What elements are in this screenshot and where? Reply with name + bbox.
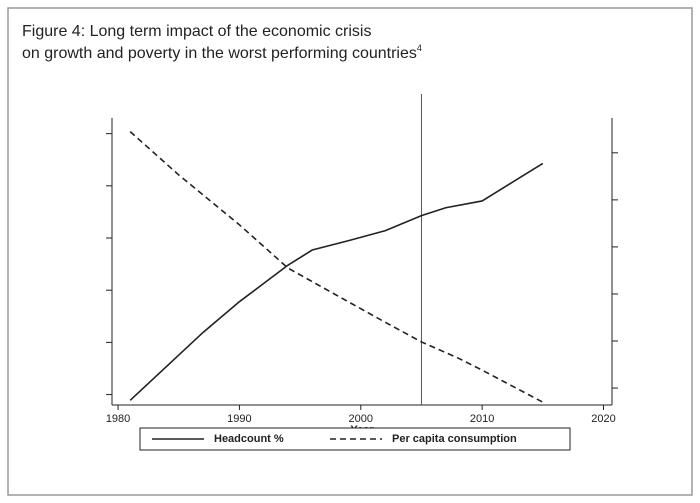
x-tick-label: 1990 [227,413,251,425]
title-line: Figure 4: Long term impact of the econom… [22,23,371,40]
series-line [129,131,544,403]
title-text: on growth and poverty in the worst perfo… [22,45,417,62]
title-line: on growth and poverty in the worst perfo… [22,43,422,62]
x-tick-label: 1980 [106,413,130,425]
series-line [129,162,544,401]
x-tick-label: 2010 [470,413,494,425]
x-tick-label: 2020 [591,413,615,425]
x-tick-label: 2000 [349,413,373,425]
legend-label: Headcount % [214,433,284,445]
footnote-mark: 4 [417,43,422,53]
legend-label: Per capita consumption [392,433,517,445]
frame [7,7,693,496]
